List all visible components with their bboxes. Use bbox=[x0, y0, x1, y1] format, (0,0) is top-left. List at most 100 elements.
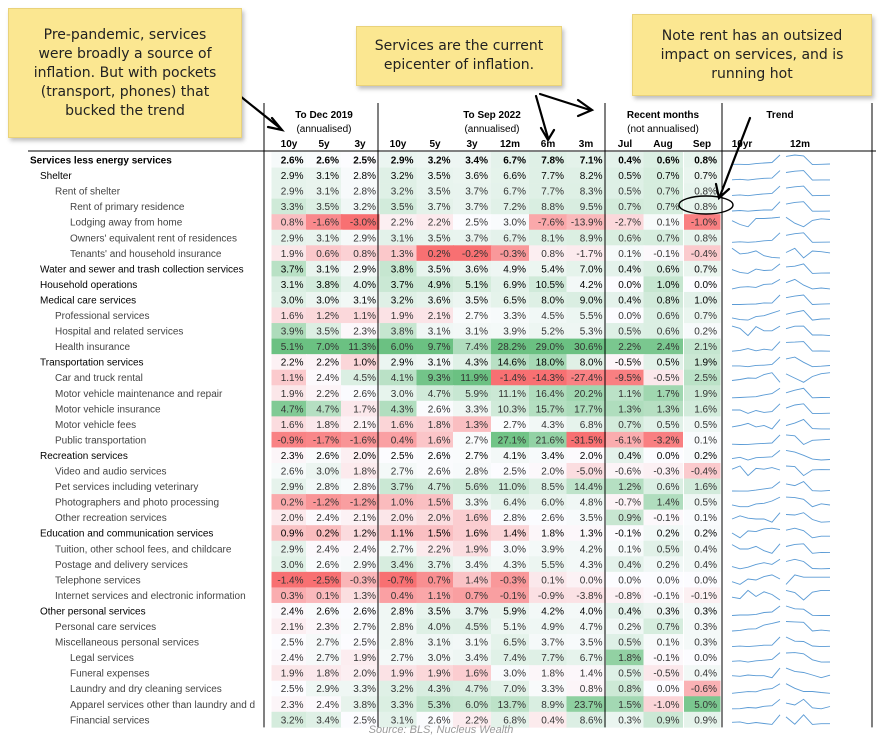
heat-cell bbox=[684, 525, 721, 542]
heat-cell bbox=[416, 307, 454, 324]
heat-cell bbox=[529, 680, 568, 697]
sparkline-12m bbox=[785, 294, 831, 305]
cell-value: 2.7% bbox=[465, 311, 488, 322]
cell-value: 3.1% bbox=[391, 715, 414, 726]
heat-cell bbox=[341, 198, 380, 215]
heat-cell bbox=[341, 587, 380, 604]
cell-value: 4.3% bbox=[428, 684, 451, 695]
heat-cell bbox=[491, 214, 530, 231]
cell-value: 3.3% bbox=[541, 684, 564, 695]
sparkline-12m bbox=[785, 325, 831, 337]
heat-cell bbox=[684, 478, 721, 495]
heat-cell bbox=[416, 696, 454, 713]
cell-value: 3.1% bbox=[316, 187, 339, 198]
cell-value: 0.4% bbox=[694, 544, 717, 555]
cell-value: -0.4% bbox=[691, 467, 717, 478]
heat-cell bbox=[453, 478, 492, 495]
heat-cell bbox=[491, 385, 530, 402]
cell-value: 2.5% bbox=[353, 715, 376, 726]
note-pre-pandemic-text: Pre-pandemic, services were broadly a so… bbox=[33, 26, 217, 119]
cell-value: 13.7% bbox=[498, 700, 526, 711]
row-label: Household operations bbox=[40, 280, 137, 291]
sparkline-12m bbox=[785, 154, 831, 166]
sparkline-12m bbox=[785, 636, 831, 648]
heat-cell bbox=[341, 369, 380, 386]
heat-cell bbox=[606, 711, 645, 728]
heat-cell bbox=[416, 245, 454, 262]
table-row: 2.9% 3.1% 2.9% 3.1% 3.5% 3.7% 6.7% 8.1% 8.9% 0.6%… bbox=[70, 229, 831, 246]
heat-cell bbox=[379, 587, 417, 604]
sparkline-10yr bbox=[731, 232, 781, 243]
heat-cell bbox=[306, 447, 343, 464]
heat-cell bbox=[643, 525, 683, 542]
cell-value: 0.4% bbox=[618, 606, 641, 617]
cell-value: 2.6% bbox=[316, 156, 339, 167]
sparkline-10yr bbox=[731, 372, 781, 383]
row-label: Funeral expenses bbox=[70, 669, 150, 680]
cell-value: 5.9% bbox=[503, 606, 526, 617]
row-label: Hospital and related services bbox=[55, 327, 183, 338]
row-label: Postage and delivery services bbox=[55, 560, 188, 571]
cell-value: 5.4% bbox=[541, 264, 564, 275]
column-header-5: 3y bbox=[466, 139, 478, 150]
heat-cell bbox=[529, 369, 568, 386]
cell-value: 1.4% bbox=[657, 498, 680, 509]
sparkline-10yr bbox=[731, 558, 781, 570]
cell-value: 1.3% bbox=[391, 249, 414, 260]
cell-value: 3.9% bbox=[503, 327, 526, 338]
table-row: 0.9% 0.2% 1.2% 1.1% 1.5% 1.6% 1.4% 1.8% 1.3% -0.1… bbox=[40, 525, 830, 542]
heat-cell bbox=[684, 183, 721, 199]
table-row: 0.2% -1.2% -1.2% 1.0% 1.5% 3.3% 6.4% 6.0% 4.8% -0… bbox=[55, 494, 831, 510]
cell-value: 0.6% bbox=[657, 327, 680, 338]
row-label: Tenants' and household insurance bbox=[70, 249, 222, 260]
cell-value: 3.6% bbox=[428, 295, 451, 306]
heat-cell bbox=[491, 665, 530, 681]
cell-value: 2.2% bbox=[428, 218, 451, 229]
heat-cell bbox=[306, 649, 343, 666]
heat-cell bbox=[306, 198, 343, 215]
cell-value: 4.7% bbox=[281, 404, 304, 415]
cell-value: 2.8% bbox=[391, 638, 414, 649]
cell-value: 1.6% bbox=[694, 404, 717, 415]
table-row: 2.9% 3.1% 2.8% 3.2% 3.5% 3.7% 6.7% 7.7% 8.3% 0.5%… bbox=[55, 183, 831, 199]
heat-cell bbox=[606, 602, 645, 619]
cell-value: 1.1% bbox=[281, 373, 304, 384]
heat-cell bbox=[684, 323, 721, 339]
heat-cell bbox=[341, 540, 380, 557]
heat-cell bbox=[341, 463, 380, 479]
cell-value: 0.9% bbox=[657, 715, 680, 726]
heat-cell bbox=[379, 260, 417, 277]
heat-cell bbox=[379, 198, 417, 215]
cell-value: 0.3% bbox=[694, 638, 717, 649]
sparkline-12m bbox=[785, 605, 830, 616]
cell-value: -5.0% bbox=[576, 467, 602, 478]
cell-value: 0.5% bbox=[618, 638, 641, 649]
cell-value: 1.9% bbox=[281, 389, 304, 400]
cell-value: 7.7% bbox=[541, 187, 564, 198]
cell-value: 2.5% bbox=[353, 638, 376, 649]
heat-cell bbox=[306, 338, 343, 355]
heat-cell bbox=[306, 183, 343, 199]
heat-cell bbox=[529, 634, 568, 650]
heat-cell bbox=[491, 556, 530, 573]
heat-cell bbox=[379, 431, 417, 448]
heat-cell bbox=[606, 307, 645, 324]
heat-cell bbox=[341, 478, 380, 495]
heat-cell bbox=[341, 245, 380, 262]
heat-cell bbox=[453, 649, 492, 666]
cell-value: 3.1% bbox=[353, 295, 376, 306]
heat-cell bbox=[453, 214, 492, 231]
table-row: 2.6% 3.0% 1.8% 2.7% 2.6% 2.8% 2.5% 2.0% -5.0% -0.… bbox=[55, 463, 831, 479]
heat-cell bbox=[416, 618, 454, 635]
cell-value: 0.3% bbox=[694, 606, 717, 617]
heat-cell bbox=[271, 307, 307, 324]
heat-cell bbox=[306, 276, 343, 293]
heat-cell bbox=[416, 167, 454, 184]
heat-cell bbox=[529, 167, 568, 184]
heat-cell bbox=[643, 291, 683, 308]
cell-value: 0.7% bbox=[657, 233, 680, 244]
cell-value: 2.4% bbox=[657, 342, 680, 353]
heat-cell bbox=[643, 323, 683, 339]
heat-cell bbox=[606, 338, 645, 355]
cell-value: 1.8% bbox=[316, 420, 339, 431]
